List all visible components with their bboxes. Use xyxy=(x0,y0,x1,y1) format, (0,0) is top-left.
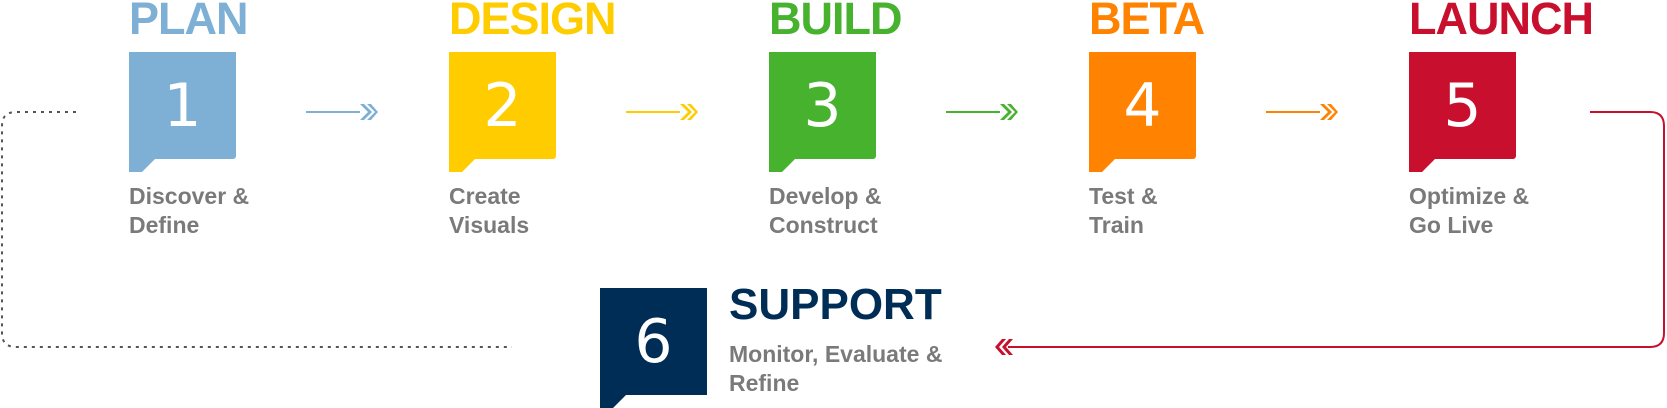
step-title: DESIGN xyxy=(449,0,617,44)
step-description: Discover & Define xyxy=(129,183,250,238)
step-6-number: 6 xyxy=(634,306,673,377)
step-description: Create Visuals xyxy=(449,183,530,238)
step-description: Develop & Construct xyxy=(769,183,882,238)
arrow-right-icon xyxy=(306,104,378,120)
step-6-badge: 6 xyxy=(600,288,707,408)
step-number: 1 xyxy=(163,70,202,141)
step-number: 3 xyxy=(803,70,842,141)
badge-tail xyxy=(129,159,155,172)
step-title: BUILD xyxy=(769,0,902,44)
step-badge: 3 xyxy=(769,52,876,172)
step-6-description: Monitor, Evaluate & Refine xyxy=(729,341,943,396)
step-description: Optimize & Go Live xyxy=(1409,183,1530,238)
arrow-right-icon xyxy=(626,104,698,120)
chevron-left-double-icon xyxy=(995,339,1013,355)
dotted-return-line xyxy=(1,111,512,348)
badge-tail xyxy=(1409,159,1435,172)
step-description: Test & Train xyxy=(1089,183,1158,238)
step-number: 4 xyxy=(1123,70,1162,141)
step-badge: 5 xyxy=(1409,52,1516,172)
step-title: PLAN xyxy=(129,0,248,44)
badge-tail xyxy=(449,159,475,172)
arrow-right-icon xyxy=(1266,104,1338,120)
badge-tail xyxy=(1089,159,1115,172)
arrow-right-icon xyxy=(946,104,1018,120)
step-number: 2 xyxy=(483,70,522,141)
badge-tail xyxy=(769,159,795,172)
step-badge: 2 xyxy=(449,52,556,172)
step-badge: 4 xyxy=(1089,52,1196,172)
step-title: LAUNCH xyxy=(1409,0,1594,44)
step-badge: 1 xyxy=(129,52,236,172)
launch-to-support-line xyxy=(1008,111,1665,348)
step-number: 5 xyxy=(1443,70,1482,141)
badge-tail xyxy=(600,395,626,408)
step-title: BETA xyxy=(1089,0,1205,44)
step-6-title: SUPPORT xyxy=(729,280,942,329)
